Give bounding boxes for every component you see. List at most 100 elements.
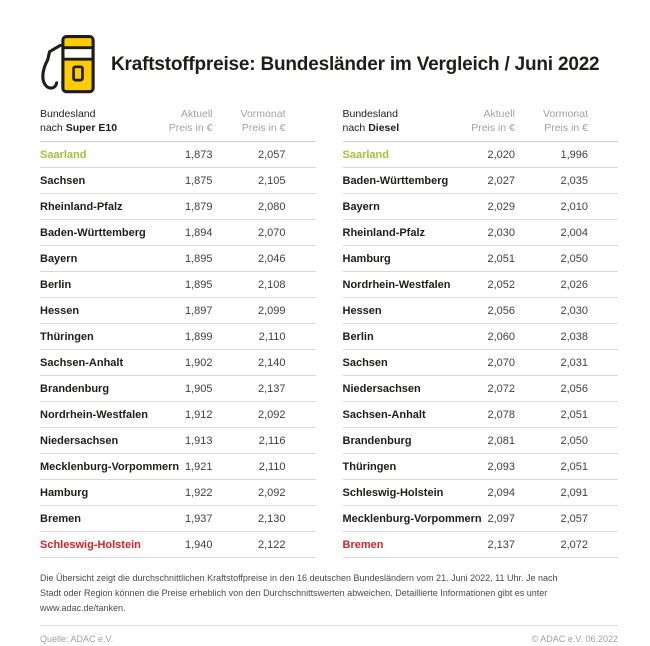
state-name: Nordrhein-Westfalen [342, 278, 451, 291]
col-header-line2: Preis in € [544, 121, 588, 134]
current-price: 2,070 [487, 356, 515, 369]
state-name: Brandenburg [342, 434, 412, 447]
table-row: Rheinland-Pfalz 1,879 2,080 [40, 194, 316, 220]
previous-price: 2,105 [257, 174, 286, 187]
previous-price: 2,092 [257, 486, 286, 499]
previous-price: 2,070 [257, 226, 286, 239]
table-row: Saarland 1,873 2,057 [40, 142, 316, 168]
previous-price: 2,051 [560, 408, 588, 421]
table-header: Bundesland nach Diesel Aktuell Preis in … [342, 108, 618, 142]
table-row: Bayern 2,029 2,010 [342, 194, 618, 220]
current-price: 2,137 [487, 538, 515, 551]
state-name: Niedersachsen [40, 434, 119, 447]
previous-price: 2,099 [257, 304, 286, 317]
table-row: Baden-Württemberg 1,894 2,070 [40, 220, 316, 246]
previous-price: 2,116 [258, 434, 286, 447]
table-row: Thüringen 1,899 2,110 [40, 324, 316, 350]
col-header-line2: Preis in € [471, 121, 515, 134]
current-price: 1,873 [184, 148, 213, 161]
current-price: 1,897 [184, 304, 213, 317]
current-price: 1,899 [184, 330, 213, 343]
table-row: Berlin 1,895 2,108 [40, 272, 316, 298]
source-row: Quelle: ADAC e.V. © ADAC e.V. 06.2022 [40, 634, 618, 644]
column-header-aktuell: Aktuell Preis in € [445, 108, 515, 135]
table-row: Hamburg 1,922 2,092 [40, 480, 316, 506]
previous-price: 2,030 [560, 304, 588, 317]
table-row: Berlin 2,060 2,038 [342, 324, 618, 350]
previous-price: 2,026 [560, 278, 588, 291]
current-price: 2,094 [487, 486, 515, 499]
state-name: Sachsen-Anhalt [342, 408, 426, 421]
state-name: Baden-Württemberg [40, 226, 146, 239]
table-super-e10: Bundesland nach Super E10 Aktuell Preis … [40, 108, 316, 558]
table-row: Sachsen-Anhalt 2,078 2,051 [342, 402, 618, 428]
table-diesel: Bundesland nach Diesel Aktuell Preis in … [342, 108, 618, 558]
previous-price: 2,046 [257, 252, 286, 265]
table-row: Rheinland-Pfalz 2,030 2,004 [342, 220, 618, 246]
state-name: Saarland [40, 148, 87, 161]
current-price: 2,060 [487, 330, 515, 343]
previous-price: 2,110 [258, 330, 286, 343]
col-header-line1: Vormonat [543, 108, 588, 120]
state-name: Thüringen [342, 460, 397, 473]
table-row: Mecklenburg-Vorpommern 2,097 2,057 [342, 506, 618, 532]
current-price: 1,879 [184, 200, 213, 213]
state-name: Niedersachsen [342, 382, 421, 395]
table-row: Niedersachsen 1,913 2,116 [40, 428, 316, 454]
state-name: Sachsen [342, 356, 388, 369]
previous-price: 2,056 [560, 382, 588, 395]
current-price: 1,922 [184, 486, 213, 499]
col-header-prefix: nach [342, 121, 369, 134]
fuel-type-label: Super E10 [65, 121, 118, 134]
previous-price: 2,130 [257, 512, 286, 525]
previous-price: 2,110 [258, 460, 286, 473]
current-price: 1,921 [184, 460, 213, 473]
col-header-line2: Preis in € [168, 121, 213, 134]
current-price: 1,912 [184, 408, 213, 421]
previous-price: 2,051 [560, 460, 588, 473]
current-price: 2,027 [487, 174, 515, 187]
current-price: 2,052 [487, 278, 515, 291]
table-row: Mecklenburg-Vorpommern 1,921 2,110 [40, 454, 316, 480]
state-name: Baden-Württemberg [342, 174, 449, 187]
previous-price: 2,080 [257, 200, 286, 213]
table-row: Saarland 2,020 1,996 [342, 142, 618, 168]
current-price: 2,030 [487, 226, 515, 239]
table-body: Saarland 1,873 2,057 Sachsen 1,875 2,105 Rhein… [40, 142, 316, 558]
col-header-line1: Aktuell [180, 108, 213, 120]
col-header-prefix: nach [40, 121, 66, 134]
current-price: 1,937 [184, 512, 213, 525]
state-name: Hessen [40, 304, 80, 317]
table-body: Saarland 2,020 1,996 Baden-Württemberg 2,027… [342, 142, 618, 558]
current-price: 1,875 [184, 174, 213, 187]
state-name: Schleswig-Holstein [342, 486, 444, 499]
table-row: Thüringen 2,093 2,051 [342, 454, 618, 480]
col-header-line2: Preis in € [241, 121, 286, 134]
column-header-vormonat: Vormonat Preis in € [515, 108, 588, 135]
previous-price: 2,004 [560, 226, 588, 239]
current-price: 1,913 [184, 434, 213, 447]
previous-price: 2,108 [257, 278, 286, 291]
state-name: Mecklenburg-Vorpommern [40, 460, 180, 473]
state-name: Hamburg [40, 486, 89, 499]
previous-price: 2,140 [257, 356, 286, 369]
current-price: 1,895 [184, 278, 213, 291]
previous-price: 1,996 [560, 148, 588, 161]
current-price: 1,895 [184, 252, 213, 265]
table-row: Sachsen-Anhalt 1,902 2,140 [40, 350, 316, 376]
state-name: Nordrhein-Westfalen [40, 408, 148, 421]
table-row: Bremen 2,137 2,072 [342, 532, 618, 558]
current-price: 2,097 [487, 512, 515, 525]
table-row: Hessen 1,897 2,099 [40, 298, 316, 324]
previous-price: 2,057 [257, 148, 286, 161]
source-label: Quelle: ADAC e.V. [40, 634, 114, 644]
previous-price: 2,091 [560, 486, 588, 499]
fuel-pump-icon [41, 35, 95, 94]
fuel-type-label: Diesel [368, 121, 400, 134]
table-header: Bundesland nach Super E10 Aktuell Preis … [40, 108, 316, 142]
state-name: Berlin [342, 330, 374, 343]
previous-price: 2,010 [560, 200, 588, 213]
previous-price: 2,092 [257, 408, 286, 421]
state-name: Hamburg [342, 252, 391, 265]
